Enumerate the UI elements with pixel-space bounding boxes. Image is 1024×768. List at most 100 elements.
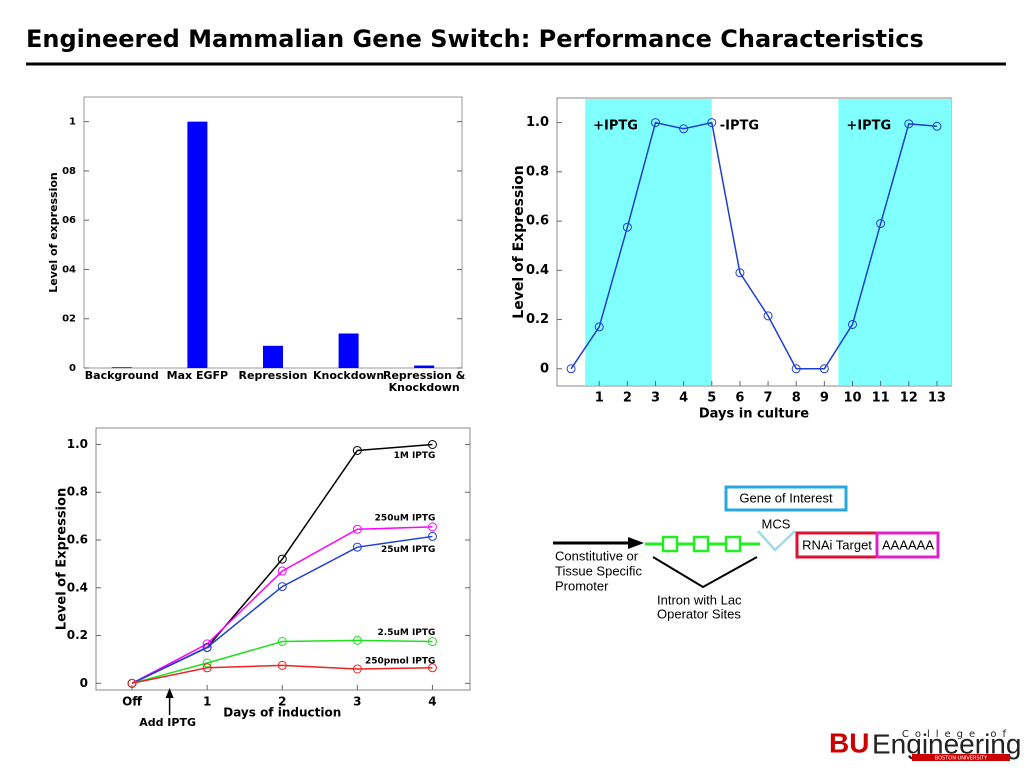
plot-frame	[83, 96, 463, 369]
point	[277, 554, 287, 564]
y-tick-label: 0.2	[67, 628, 88, 642]
slide-title: Engineered Mammalian Gene Switch: Perfor…	[26, 25, 924, 53]
annotation: Add IPTG	[139, 716, 196, 729]
point	[427, 637, 437, 647]
series-line	[131, 526, 433, 684]
promoter-label: Constitutive or	[555, 548, 639, 563]
point	[791, 364, 801, 374]
y-axis-label: Level of Expression	[511, 165, 527, 318]
point	[735, 268, 745, 278]
operator-site	[661, 535, 679, 553]
point	[427, 663, 437, 673]
y-tick-label: 0	[69, 363, 76, 374]
bar	[263, 345, 283, 368]
y-tick-label: 06	[62, 215, 76, 226]
y-tick-label: 0.8	[526, 164, 549, 179]
x-tick-label: 1	[595, 391, 604, 406]
bar	[187, 121, 208, 369]
point	[763, 311, 773, 321]
point	[566, 364, 576, 374]
y-tick-label: 0.6	[67, 533, 88, 547]
point	[277, 566, 287, 576]
point	[277, 582, 287, 592]
x-tick-label: 2	[623, 391, 632, 406]
point	[352, 664, 362, 674]
plot-frame	[95, 427, 471, 691]
point	[876, 219, 886, 229]
x-tick-label: 3	[353, 695, 361, 709]
x-tick-label: 10	[843, 391, 861, 406]
x-axis-label: Days of induction	[223, 706, 341, 720]
series-label: 2.5uM IPTG	[378, 628, 436, 638]
annotation: +IPTG	[593, 119, 638, 134]
x-axis-label: Days in culture	[699, 407, 809, 422]
point	[202, 663, 212, 673]
intron-label: Intron with Lac	[657, 592, 742, 607]
series-line	[131, 639, 433, 685]
construct-diagram: Gene of Interest MCS RNAi Target AAAAAA …	[553, 485, 940, 621]
x-tick-label: 12	[900, 391, 918, 406]
series-label: 250uM IPTG	[375, 513, 436, 523]
shaded-region	[838, 99, 951, 385]
x-tick-label: 1	[203, 695, 211, 709]
mcs-mark	[757, 530, 796, 552]
series-line	[131, 535, 433, 684]
x-tick-label: 8	[792, 391, 801, 406]
y-tick-label: 1.0	[526, 115, 549, 130]
point	[427, 531, 437, 541]
point	[707, 118, 717, 128]
polya-label: AAAAAA	[882, 537, 934, 552]
x-tick-label: Knockdown	[313, 369, 385, 382]
point	[594, 322, 604, 332]
point	[427, 439, 437, 449]
operator-site	[692, 535, 710, 553]
y-tick-label: 0	[80, 676, 88, 690]
x-tick-label: 5	[707, 391, 716, 406]
point	[352, 542, 362, 552]
logo-university: BOSTON UNIVERSITY	[935, 756, 988, 762]
intron-brace	[652, 556, 758, 589]
x-tick-label: Repression & Knockdown	[383, 369, 466, 394]
promoter-label: Tissue Specific	[555, 563, 642, 578]
series-line	[131, 664, 433, 685]
point	[848, 319, 857, 329]
bar	[414, 365, 435, 368]
series-line	[570, 121, 937, 370]
x-tick-label: 6	[735, 391, 744, 406]
bar	[111, 367, 132, 368]
x-tick-label: 13	[928, 391, 946, 406]
point	[277, 660, 287, 670]
arrow-head	[628, 537, 644, 549]
y-tick-label: 0.4	[526, 263, 549, 278]
point	[352, 445, 362, 455]
point	[352, 635, 362, 645]
series-label: 25uM IPTG	[381, 545, 436, 555]
point	[679, 124, 689, 134]
point	[202, 642, 212, 652]
y-tick-label: 0.2	[526, 312, 549, 327]
promoter-label: Promoter	[555, 578, 609, 593]
rnai-box	[795, 531, 879, 559]
y-tick-label: 04	[62, 264, 76, 275]
x-tick-label: Off	[122, 695, 142, 709]
x-tick-label: Background	[84, 369, 159, 382]
y-tick-label: 08	[62, 166, 76, 177]
x-tick-label: 3	[651, 391, 660, 406]
y-tick-label: 02	[62, 314, 76, 325]
logo-college: College of	[902, 729, 1012, 740]
y-tick-label: 1	[69, 117, 76, 128]
point	[202, 658, 212, 668]
point	[819, 364, 829, 374]
series-line	[131, 443, 433, 684]
annotation-arrow-head	[165, 688, 174, 698]
logo-bu: BU	[829, 727, 869, 758]
x-tick-label: 2	[278, 695, 286, 709]
annotation: -IPTG	[720, 119, 759, 134]
series-label: 250pmol IPTG	[365, 656, 435, 666]
y-axis-label: Level of expression	[47, 172, 60, 292]
series-label: 1M IPTG	[394, 451, 436, 461]
y-tick-label: 1.0	[67, 437, 88, 451]
point	[352, 524, 362, 534]
bar	[338, 333, 359, 368]
point	[622, 222, 632, 232]
